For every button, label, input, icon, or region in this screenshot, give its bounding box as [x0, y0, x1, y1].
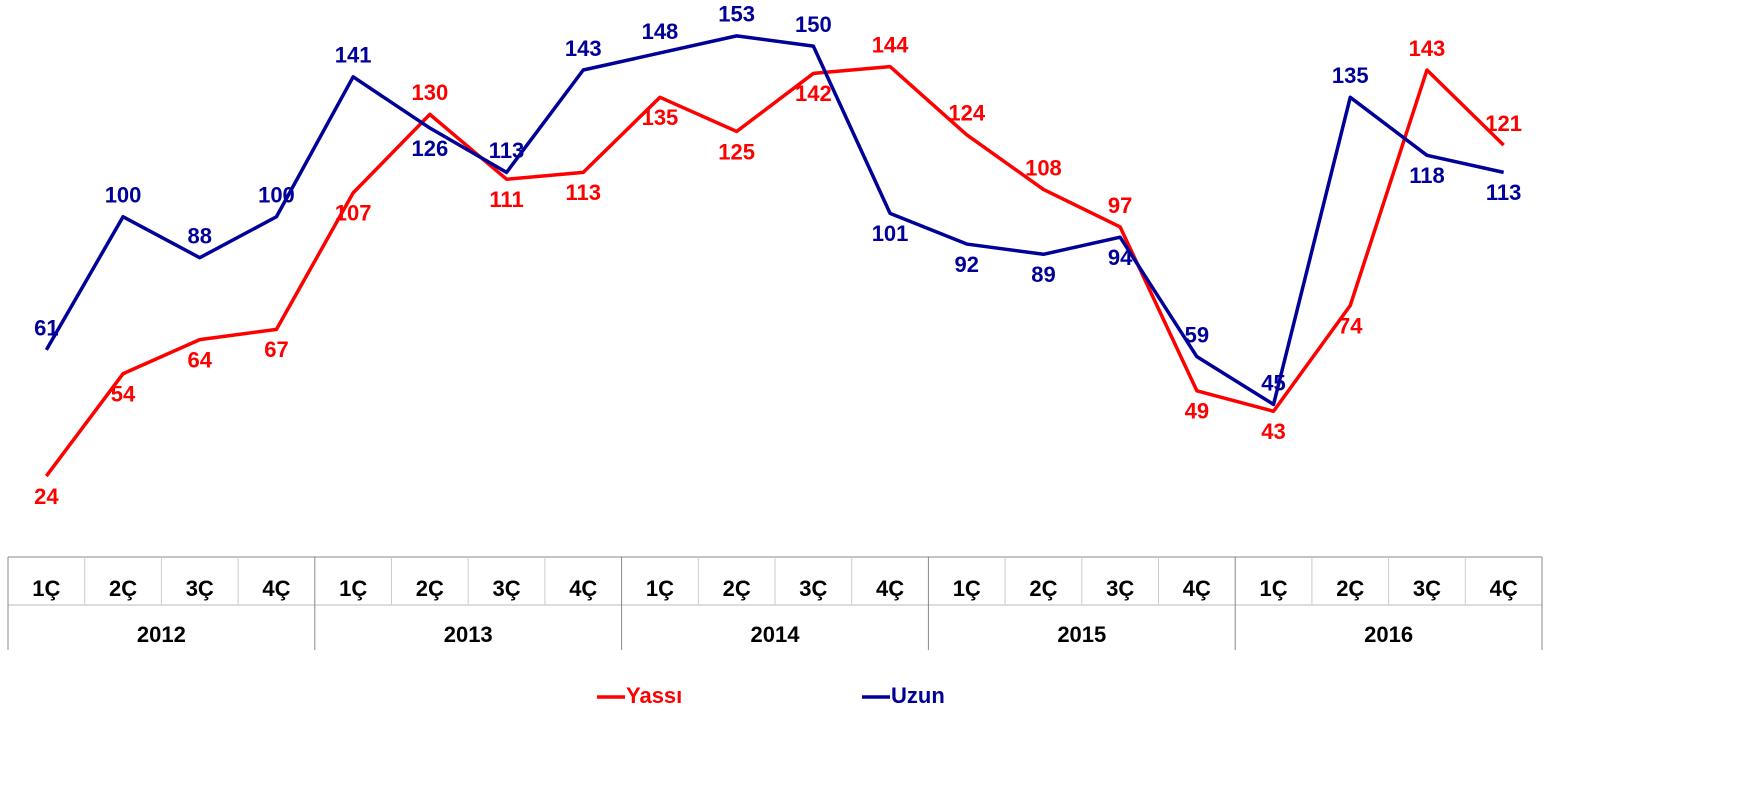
- x-tick-label: 2Ç: [723, 576, 751, 601]
- x-tick-label: 4Ç: [262, 576, 290, 601]
- data-label: 135: [1332, 63, 1369, 88]
- line: [44, 64, 1505, 478]
- data-label: 142: [795, 81, 832, 106]
- data-label: 118: [1409, 163, 1445, 188]
- legend-label: Yassı: [626, 683, 682, 708]
- x-tick-label: 1Ç: [1259, 576, 1287, 601]
- data-label: 111: [489, 187, 523, 212]
- x-tick-label: 3Ç: [799, 576, 827, 601]
- data-label: 121: [1485, 111, 1522, 136]
- line: [44, 34, 1505, 407]
- data-label: 92: [955, 252, 979, 277]
- x-tick-label: 4Ç: [1183, 576, 1211, 601]
- data-label: 135: [642, 105, 679, 130]
- x-tick-label: 1Ç: [339, 576, 367, 601]
- group-label: 2013: [444, 622, 493, 647]
- x-tick-label: 3Ç: [186, 576, 214, 601]
- data-label: 124: [948, 101, 985, 126]
- legend-label: Uzun: [891, 683, 945, 708]
- x-tick-label: 3Ç: [492, 576, 520, 601]
- x-tick-label: 2Ç: [416, 576, 444, 601]
- group-label: 2016: [1364, 622, 1413, 647]
- x-tick-label: 4Ç: [1490, 576, 1518, 601]
- data-label: 113: [566, 180, 602, 205]
- data-label: 45: [1261, 370, 1285, 395]
- data-label: 88: [188, 224, 212, 249]
- data-label: 100: [105, 183, 142, 208]
- data-label: 67: [264, 337, 288, 362]
- group-label: 2014: [751, 622, 801, 647]
- x-tick-label: 3Ç: [1413, 576, 1441, 601]
- data-label: 150: [795, 12, 832, 37]
- data-label: 54: [111, 382, 136, 407]
- x-tick-label: 1Ç: [646, 576, 674, 601]
- data-label: 141: [335, 43, 372, 68]
- data-label: 94: [1108, 245, 1133, 270]
- data-label: 89: [1031, 262, 1055, 287]
- data-label: 49: [1185, 399, 1209, 424]
- data-label: 148: [642, 19, 679, 44]
- data-label: 113: [1486, 180, 1522, 205]
- data-label: 143: [1409, 36, 1446, 61]
- x-tick-label: 4Ç: [876, 576, 904, 601]
- data-label: 24: [34, 484, 59, 509]
- data-label: 126: [411, 136, 448, 161]
- x-tick-label: 2Ç: [1029, 576, 1057, 601]
- data-label: 130: [411, 80, 448, 105]
- data-label: 101: [872, 221, 909, 246]
- group-label: 2015: [1057, 622, 1106, 647]
- data-label: 107: [335, 201, 372, 226]
- x-tick-label: 1Ç: [953, 576, 981, 601]
- data-label: 144: [872, 32, 909, 57]
- x-tick-label: 3Ç: [1106, 576, 1134, 601]
- x-tick-label: 2Ç: [1336, 576, 1364, 601]
- data-label: 61: [34, 316, 58, 341]
- data-label: 108: [1025, 155, 1062, 180]
- group-label: 2012: [137, 622, 186, 647]
- data-label: 143: [565, 36, 602, 61]
- data-label: 59: [1185, 322, 1209, 347]
- data-label: 64: [188, 347, 213, 372]
- data-label: 43: [1261, 419, 1285, 444]
- x-tick-label: 2Ç: [109, 576, 137, 601]
- data-label: 125: [718, 139, 755, 164]
- data-label: 153: [718, 2, 755, 27]
- data-label: 100: [258, 183, 295, 208]
- x-tick-label: 4Ç: [569, 576, 597, 601]
- data-label: 74: [1338, 313, 1363, 338]
- data-label: 97: [1108, 193, 1132, 218]
- data-label: 113: [489, 138, 525, 163]
- x-tick-label: 1Ç: [32, 576, 60, 601]
